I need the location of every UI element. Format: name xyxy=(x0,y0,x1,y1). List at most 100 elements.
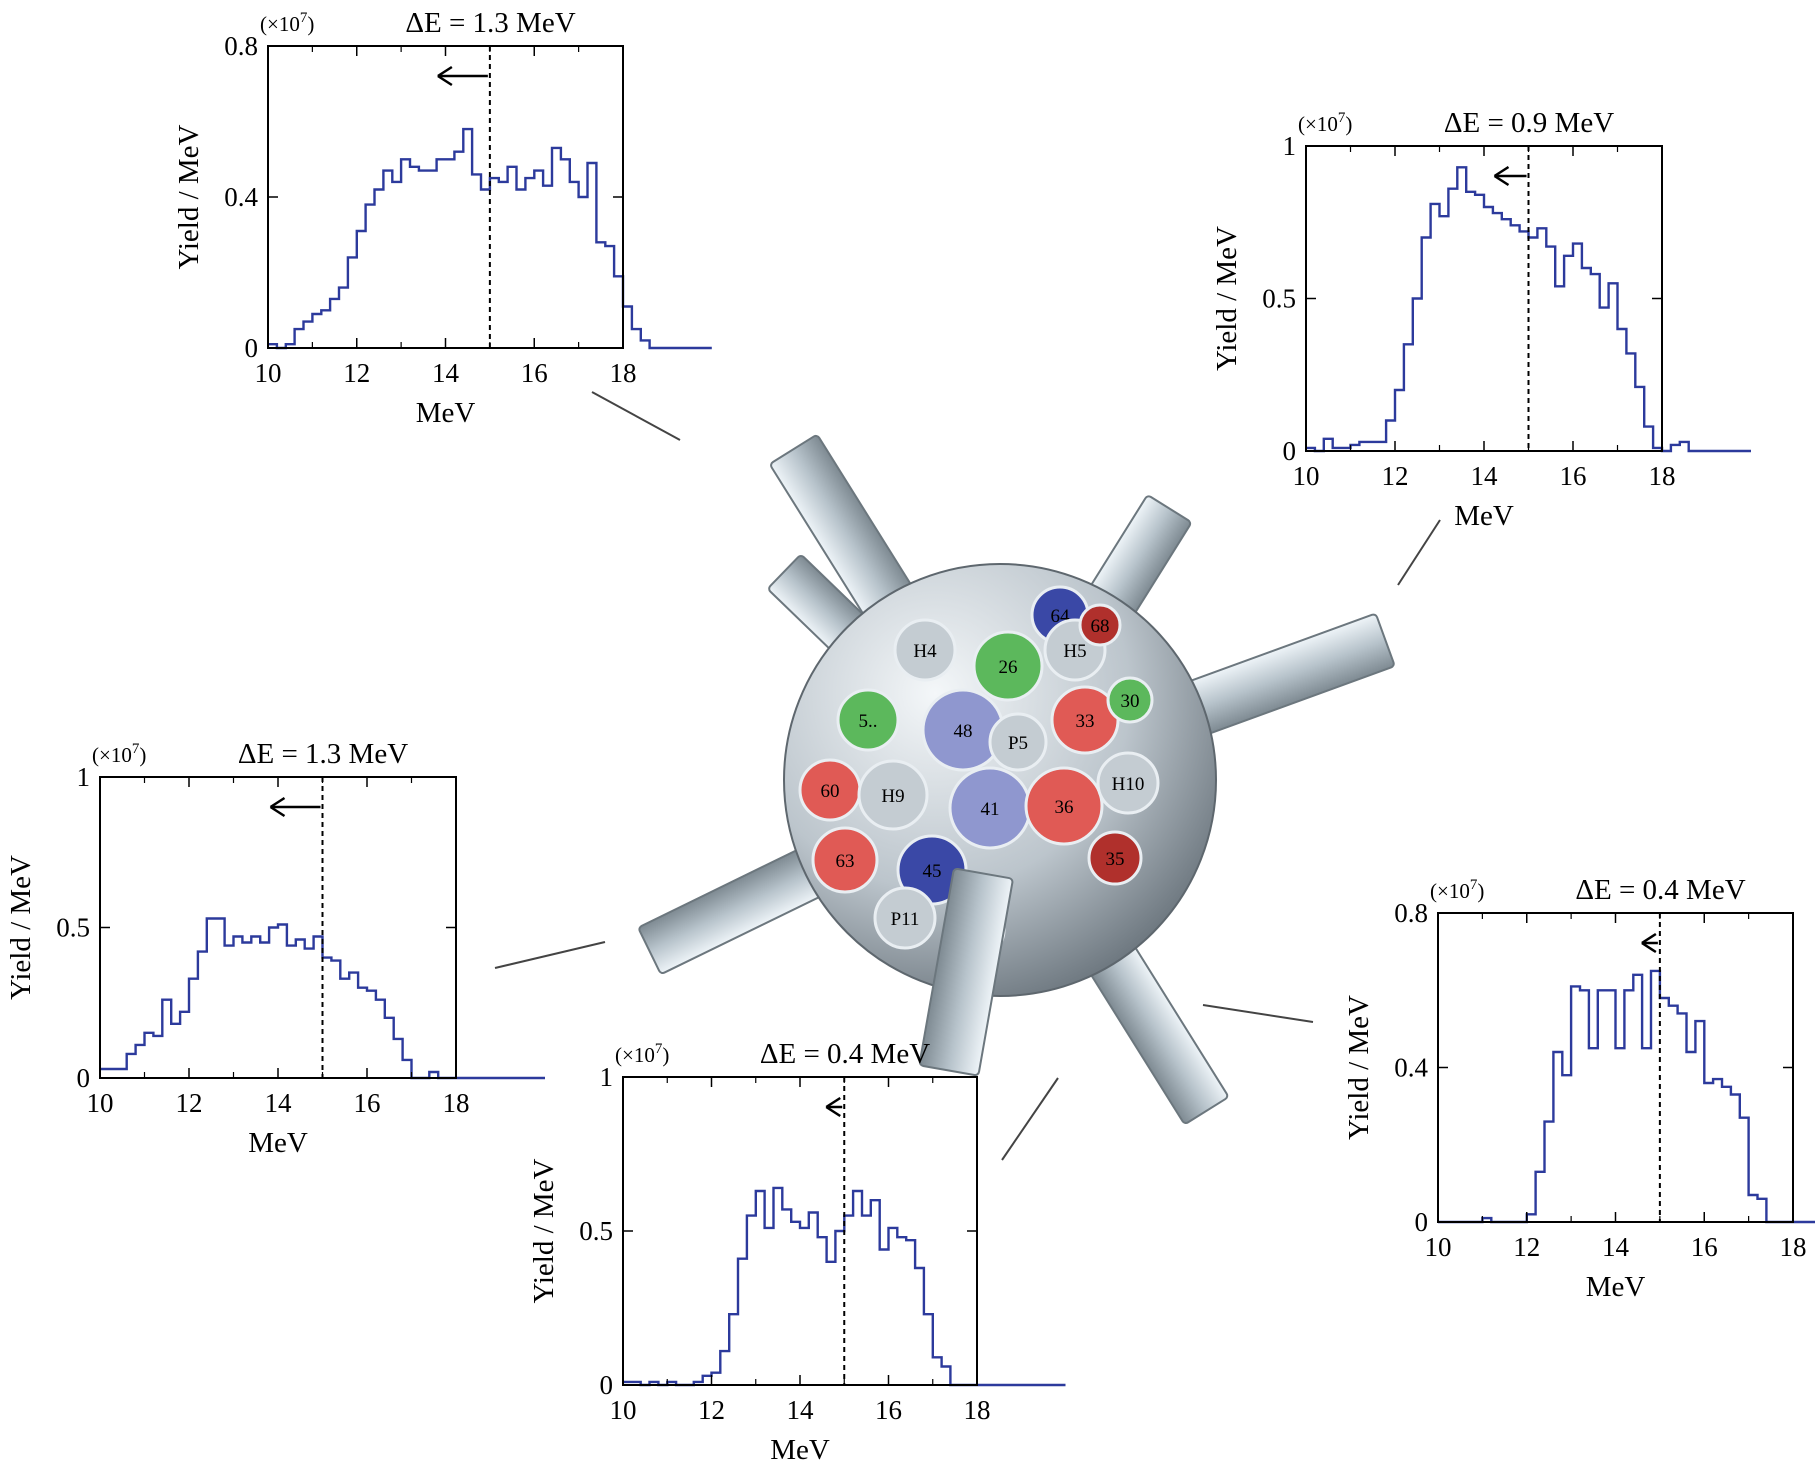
x-tick-label: 12 xyxy=(698,1395,725,1425)
delta-e-annotation: ΔE = 0.4 MeV xyxy=(1575,874,1745,906)
x-tick-label: 18 xyxy=(610,358,637,388)
delta-e-annotation: ΔE = 1.3 MeV xyxy=(238,738,408,770)
x-axis-label: MeV xyxy=(770,1434,830,1466)
histogram-panel-bottom-right: 10 12 14 16 18 0 0.4 0.8 MeV Yield / MeV (×107) ΔE … xyxy=(1343,874,1815,1303)
x-tick-label: 16 xyxy=(875,1395,902,1425)
detector-spot xyxy=(836,688,900,752)
delta-e-annotation: ΔE = 0.9 MeV xyxy=(1444,107,1614,139)
scale-factor-close: ) xyxy=(662,1043,669,1067)
detector-spot-label: 36 xyxy=(1055,797,1074,818)
scale-factor-exponent: 7 xyxy=(655,1041,663,1057)
scale-factor-label: (×107) xyxy=(92,741,146,767)
detector-spot-label: 5.. xyxy=(859,711,878,732)
detector-spot-label: 63 xyxy=(836,851,855,872)
histogram-series xyxy=(1306,166,1751,453)
y-tick-label: 0.4 xyxy=(1394,1053,1428,1083)
detector-spot xyxy=(811,826,879,894)
x-tick-label: 16 xyxy=(521,358,548,388)
detector-spot xyxy=(1024,766,1104,846)
x-tick-label: 10 xyxy=(255,358,282,388)
arrow-head xyxy=(269,796,286,818)
x-tick-label: 14 xyxy=(787,1395,815,1425)
x-tick-label: 12 xyxy=(343,358,370,388)
x-tick-label: 12 xyxy=(1513,1232,1540,1262)
scale-factor-exponent: 7 xyxy=(132,741,140,757)
y-tick-label: 0 xyxy=(1415,1207,1429,1237)
histogram-series xyxy=(623,1186,1066,1387)
scale-factor-base: (×10 xyxy=(260,12,300,36)
histogram-panel-mid-left: 10 12 14 16 18 0 0.5 1 MeV Yield / MeV (×107) ΔE = … xyxy=(5,738,545,1159)
detector-spot xyxy=(857,759,929,831)
scale-factor-base: (×10 xyxy=(1430,879,1470,903)
scale-factor-label: (×107) xyxy=(1298,110,1352,136)
histogram-panel-bottom-center: 10 12 14 16 18 0 0.5 1 MeV Yield / MeV (×107) ΔE = … xyxy=(528,1038,1066,1466)
detector-spot-label: H5 xyxy=(1063,641,1086,662)
arrow-head xyxy=(1493,165,1510,187)
x-tick-label: 16 xyxy=(1691,1232,1718,1262)
y-tick-label: 0 xyxy=(600,1370,614,1400)
detector-spot xyxy=(1078,603,1122,647)
x-tick-label: 18 xyxy=(1780,1232,1807,1262)
x-tick-label: 14 xyxy=(1602,1232,1630,1262)
scale-factor-close: ) xyxy=(307,12,314,36)
histogram-series xyxy=(100,917,545,1080)
x-tick-label: 16 xyxy=(354,1088,381,1118)
plot-frame xyxy=(267,45,624,349)
histogram-series xyxy=(268,127,712,350)
x-tick-label: 10 xyxy=(87,1088,114,1118)
y-axis-label: Yield / MeV xyxy=(5,855,37,1000)
detector-spot xyxy=(1087,830,1143,886)
x-tick-label: 14 xyxy=(1471,461,1499,491)
sphere-spots: 64H426H55..48P53360H94136H106345P1135305… xyxy=(798,585,1160,958)
detector-spot-label: H9 xyxy=(881,786,904,807)
detector-spot xyxy=(1096,751,1160,815)
scale-factor-base: (×10 xyxy=(1298,112,1338,136)
x-tick-label: 18 xyxy=(1649,461,1676,491)
histogram-panel-top-right: 10 12 14 16 18 0 0.5 1 MeV Yield / MeV (×107) ΔE = … xyxy=(1211,107,1751,532)
detector-spot xyxy=(972,630,1044,702)
histogram-panel-top-left: 10 12 14 16 18 0 0.4 0.8 MeV Yield / MeV (×107) ΔE … xyxy=(173,7,712,429)
scale-factor-close: ) xyxy=(139,743,146,767)
plot-frame xyxy=(622,1076,978,1386)
detector-spot-label: 41 xyxy=(981,799,1000,820)
y-tick-label: 0 xyxy=(77,1063,91,1093)
detector-spot-label: 45 xyxy=(923,861,942,882)
y-axis-label: Yield / MeV xyxy=(173,124,205,269)
x-tick-label: 10 xyxy=(610,1395,637,1425)
scale-factor-base: (×10 xyxy=(92,743,132,767)
histogram-series xyxy=(1438,969,1815,1224)
detector-spot-label: 60 xyxy=(821,781,840,802)
detector-sphere: 64H426H55..48P53360H94136H106345P1135305… xyxy=(638,434,1395,1125)
x-tick-label: 14 xyxy=(432,358,460,388)
delta-e-annotation: ΔE = 0.4 MeV xyxy=(760,1038,930,1070)
y-tick-label: 0.8 xyxy=(1394,898,1428,928)
x-tick-label: 18 xyxy=(443,1088,470,1118)
detector-spot-label: 33 xyxy=(1076,711,1095,732)
detector-spot-label: 35 xyxy=(1106,849,1125,870)
y-tick-label: 0.8 xyxy=(224,31,258,61)
y-axis-label: Yield / MeV xyxy=(528,1158,560,1303)
detector-spot-label: H10 xyxy=(1112,774,1145,795)
detector-spot-label: 30 xyxy=(1121,691,1140,712)
scale-factor-close: ) xyxy=(1345,112,1352,136)
scale-factor-exponent: 7 xyxy=(300,10,308,26)
detector-spot xyxy=(873,886,937,950)
x-tick-label: 18 xyxy=(964,1395,991,1425)
detector-spot xyxy=(988,712,1048,772)
scale-factor-exponent: 7 xyxy=(1470,877,1478,893)
y-tick-label: 0.5 xyxy=(1262,284,1296,314)
y-tick-label: 0.4 xyxy=(224,182,258,212)
scale-factor-exponent: 7 xyxy=(1338,110,1346,126)
detector-spot-label: 68 xyxy=(1091,616,1110,637)
y-tick-label: 0.5 xyxy=(579,1216,613,1246)
connector-lines xyxy=(494,391,1441,1161)
y-tick-label: 1 xyxy=(77,762,91,792)
detector-spot-label: 48 xyxy=(954,721,973,742)
arrow-head xyxy=(1641,932,1657,954)
y-axis-label: Yield / MeV xyxy=(1211,226,1243,371)
scale-factor-base: (×10 xyxy=(615,1043,655,1067)
arrow-head xyxy=(437,65,453,87)
detector-spot-label: 26 xyxy=(999,657,1018,678)
